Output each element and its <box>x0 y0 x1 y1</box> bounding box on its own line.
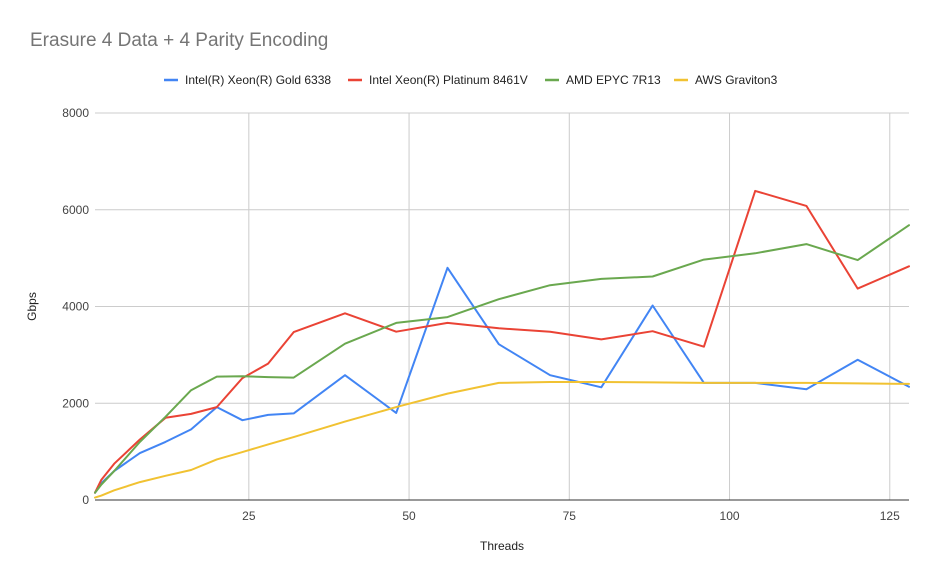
y-tick-label: 4000 <box>62 300 89 314</box>
gridlines <box>95 112 909 500</box>
x-tick-label: 50 <box>402 509 416 523</box>
legend-label: AMD EPYC 7R13 <box>566 73 661 87</box>
legend-label: Intel Xeon(R) Platinum 8461V <box>369 73 528 87</box>
y-tick-label: 2000 <box>62 396 89 410</box>
series-line-2 <box>94 224 910 494</box>
x-tick-label: 125 <box>880 509 900 523</box>
chart-title: Erasure 4 Data + 4 Parity Encoding <box>30 30 329 51</box>
y-tick-label: 6000 <box>62 203 89 217</box>
series-line-3 <box>94 381 910 499</box>
legend: Intel(R) Xeon(R) Gold 6338 Intel Xeon(R) … <box>164 73 778 87</box>
x-tick-label: 75 <box>563 509 577 523</box>
x-axis-label: Threads <box>480 539 524 553</box>
x-tick-label: 100 <box>720 509 740 523</box>
legend-label: AWS Graviton3 <box>695 73 778 87</box>
series-lines <box>94 189 910 499</box>
x-axis-ticks: 25 50 75 100 125 <box>242 509 900 523</box>
legend-label: Intel(R) Xeon(R) Gold 6338 <box>185 73 331 87</box>
x-tick-label: 25 <box>242 509 256 523</box>
y-tick-label: 8000 <box>62 106 89 120</box>
series-line-1 <box>94 189 910 494</box>
y-tick-label: 0 <box>82 493 89 507</box>
y-axis-ticks: 0 2000 4000 6000 8000 <box>62 106 89 507</box>
y-axis-label: Gbps <box>25 292 39 321</box>
